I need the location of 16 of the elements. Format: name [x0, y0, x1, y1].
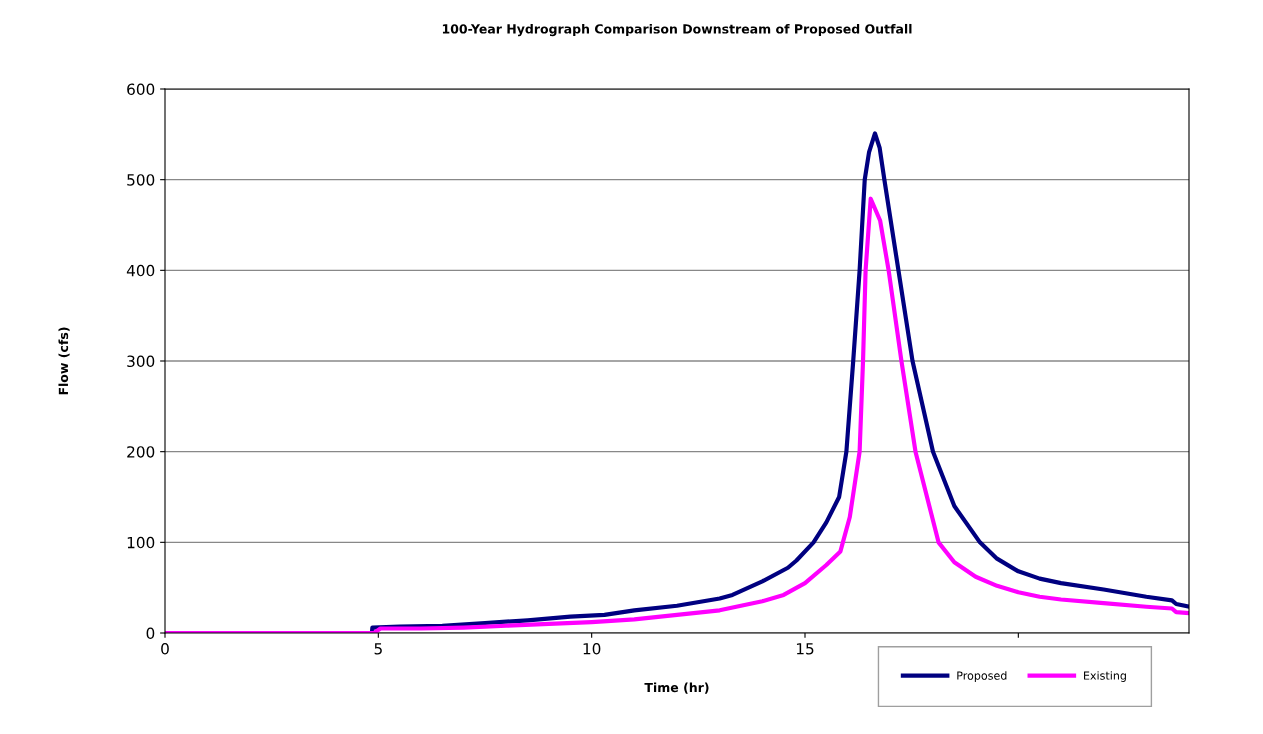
y-tick-label: 300	[127, 355, 155, 368]
y-axis-title: Flow (cfs)	[58, 327, 70, 395]
y-tick-label: 600	[127, 83, 155, 96]
y-tick-label: 100	[127, 536, 155, 549]
y-tick-label: 500	[127, 174, 155, 186]
y-tick-label: 200	[127, 446, 155, 458]
chart-title: 100-Year Hydrograph Comparison Downstream of Proposed Outfall	[442, 23, 912, 37]
legend-label: Existing	[1084, 671, 1126, 682]
y-tick-label: 0	[146, 627, 155, 640]
legend-label: Proposed	[957, 671, 1007, 682]
x-tick-label: 10	[583, 642, 601, 655]
x-tick-label: 0	[161, 642, 169, 655]
x-axis-title: Time (hr)	[644, 682, 709, 694]
y-tick-label: 400	[126, 264, 155, 277]
x-tick-label: 5	[374, 643, 382, 655]
x-tick-label: 15	[796, 643, 814, 655]
